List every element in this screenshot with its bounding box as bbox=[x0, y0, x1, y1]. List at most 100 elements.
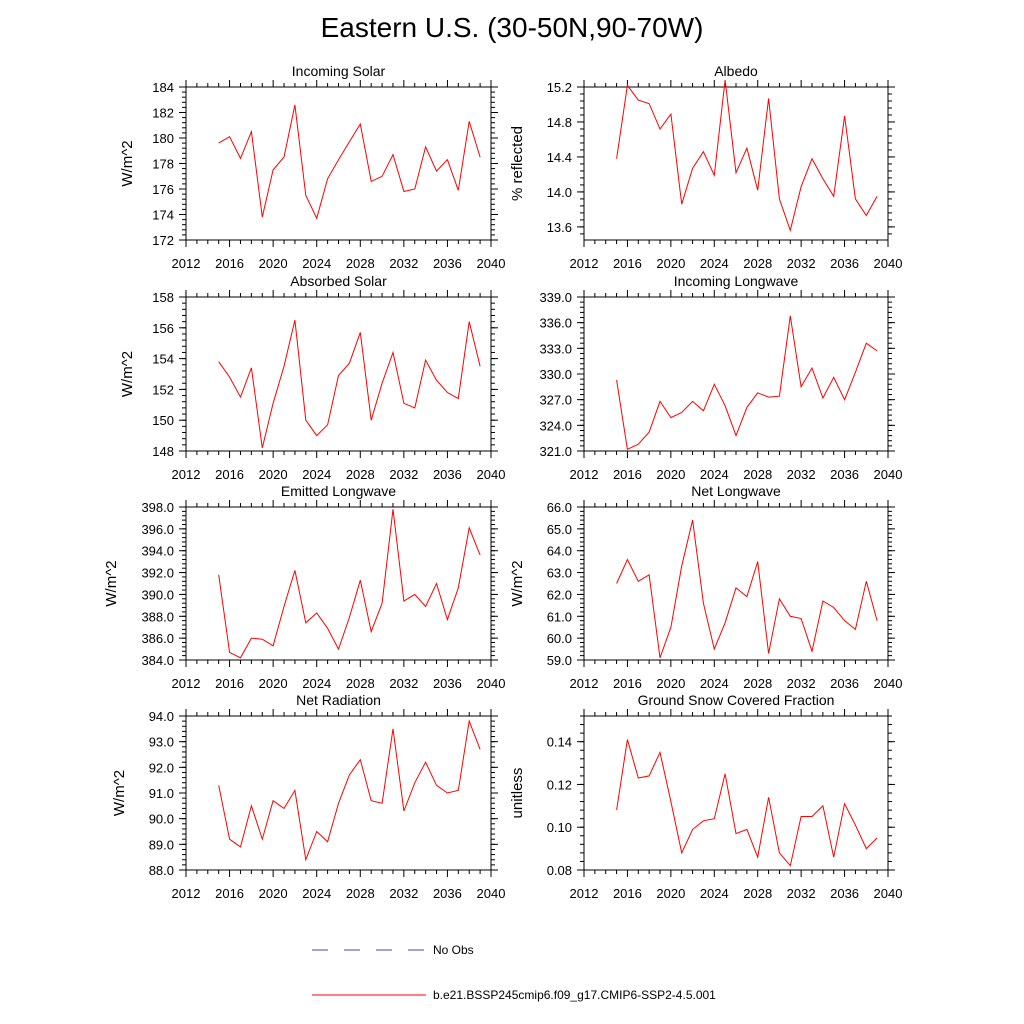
y-tick-label: 61.0 bbox=[547, 609, 572, 624]
y-tick-label: 65.0 bbox=[547, 522, 572, 537]
y-tick-label: 324.0 bbox=[539, 418, 572, 433]
panel-title: Ground Snow Covered Fraction bbox=[638, 692, 835, 708]
y-tick-label: 388.0 bbox=[141, 609, 174, 624]
y-tick-label: 152 bbox=[152, 382, 174, 397]
y-tick-label: 0.12 bbox=[547, 777, 572, 792]
x-tick-label: 2032 bbox=[787, 676, 816, 691]
y-tick-label: 14.0 bbox=[547, 185, 572, 200]
y-tick-label: 386.0 bbox=[141, 631, 174, 646]
x-tick-label: 2012 bbox=[172, 256, 201, 271]
y-axis-label: W/m^2 bbox=[103, 560, 120, 606]
x-tick-label: 2016 bbox=[215, 256, 244, 271]
y-tick-label: 90.0 bbox=[149, 812, 174, 827]
x-tick-label: 2028 bbox=[743, 467, 772, 482]
y-tick-label: 62.0 bbox=[547, 587, 572, 602]
main-title: Eastern U.S. (30-50N,90-70W) bbox=[320, 12, 704, 43]
x-tick-label: 2032 bbox=[389, 676, 418, 691]
series-line-1 bbox=[218, 104, 481, 220]
series-line-1 bbox=[616, 739, 878, 867]
x-tick-label: 2032 bbox=[389, 467, 418, 482]
x-tick-label: 2040 bbox=[874, 886, 903, 901]
x-tick-label: 2028 bbox=[743, 886, 772, 901]
y-tick-label: 60.0 bbox=[547, 631, 572, 646]
x-tick-label: 2020 bbox=[259, 467, 288, 482]
y-tick-label: 178 bbox=[152, 157, 174, 172]
x-tick-label: 2036 bbox=[433, 676, 462, 691]
x-tick-label: 2040 bbox=[477, 256, 506, 271]
x-tick-label: 2036 bbox=[830, 256, 859, 271]
chart-panel-2: Albedo 2012 2016 2020 2024 2028 2032 2036 2040 13… bbox=[509, 63, 902, 271]
series-line-1 bbox=[616, 519, 878, 658]
y-tick-label: 396.0 bbox=[141, 522, 174, 537]
y-tick-label: 184 bbox=[152, 80, 174, 95]
x-tick-label: 2012 bbox=[570, 886, 599, 901]
legend: No Obs b.e21.BSSP245cmip6.f09_g17.CMIP6-S… bbox=[312, 943, 716, 1002]
x-tick-label: 2024 bbox=[302, 467, 331, 482]
x-tick-label: 2040 bbox=[477, 886, 506, 901]
x-tick-label: 2028 bbox=[743, 256, 772, 271]
panel-title: Albedo bbox=[714, 63, 758, 79]
x-tick-label: 2016 bbox=[613, 467, 642, 482]
y-axis-label: W/m^2 bbox=[111, 770, 128, 816]
x-tick-label: 2036 bbox=[830, 676, 859, 691]
y-tick-label: 64.0 bbox=[547, 544, 572, 559]
y-tick-label: 158 bbox=[152, 290, 174, 305]
chart-panel-7: Net Radiation 2012 2016 2020 2024 2028 2032 203… bbox=[111, 692, 505, 901]
y-tick-label: 182 bbox=[152, 106, 174, 121]
y-tick-label: 333.0 bbox=[539, 341, 572, 356]
x-tick-label: 2024 bbox=[700, 676, 729, 691]
y-tick-label: 66.0 bbox=[547, 500, 572, 515]
x-tick-label: 2036 bbox=[433, 256, 462, 271]
y-axis-label: W/m^2 bbox=[119, 351, 136, 397]
y-tick-label: 0.08 bbox=[547, 863, 572, 878]
panel-title: Net Radiation bbox=[296, 692, 381, 708]
chart-panel-6: Net Longwave 2012 2016 2020 2024 2028 2032 2036… bbox=[509, 483, 902, 691]
plot-frame bbox=[583, 506, 889, 661]
y-tick-label: 330.0 bbox=[539, 367, 572, 382]
series-line-1 bbox=[616, 79, 878, 233]
x-tick-label: 2020 bbox=[259, 256, 288, 271]
x-tick-label: 2036 bbox=[830, 886, 859, 901]
series-line-1 bbox=[218, 319, 481, 449]
x-tick-label: 2016 bbox=[215, 467, 244, 482]
x-tick-label: 2028 bbox=[743, 676, 772, 691]
x-tick-label: 2024 bbox=[700, 886, 729, 901]
y-tick-label: 14.4 bbox=[547, 150, 572, 165]
x-tick-label: 2016 bbox=[613, 256, 642, 271]
x-tick-label: 2012 bbox=[570, 467, 599, 482]
x-tick-label: 2020 bbox=[656, 467, 685, 482]
x-tick-label: 2040 bbox=[477, 467, 506, 482]
x-tick-label: 2032 bbox=[787, 467, 816, 482]
x-tick-label: 2024 bbox=[700, 467, 729, 482]
panel-title: Absorbed Solar bbox=[290, 273, 387, 289]
y-tick-label: 394.0 bbox=[141, 544, 174, 559]
y-tick-label: 63.0 bbox=[547, 566, 572, 581]
series-line-1 bbox=[218, 509, 481, 659]
x-tick-label: 2032 bbox=[389, 886, 418, 901]
y-tick-label: 336.0 bbox=[539, 316, 572, 331]
y-tick-label: 398.0 bbox=[141, 500, 174, 515]
x-tick-label: 2012 bbox=[570, 676, 599, 691]
panel-title: Incoming Longwave bbox=[674, 273, 799, 289]
y-axis-label: unitless bbox=[509, 768, 526, 819]
chart-panel-5: Emitted Longwave 2012 2016 2020 2024 2028 2032… bbox=[103, 483, 505, 691]
legend-label-2: b.e21.BSSP245cmip6.f09_g17.CMIP6-SSP2-4.… bbox=[433, 988, 716, 1002]
y-tick-label: 14.8 bbox=[547, 115, 572, 130]
legend-label-1: No Obs bbox=[433, 943, 474, 957]
x-tick-label: 2028 bbox=[346, 467, 375, 482]
x-tick-label: 2040 bbox=[874, 676, 903, 691]
y-tick-label: 13.6 bbox=[547, 220, 572, 235]
y-tick-label: 15.2 bbox=[547, 80, 572, 95]
x-tick-label: 2024 bbox=[302, 676, 331, 691]
plot-frame bbox=[185, 506, 492, 661]
x-tick-label: 2020 bbox=[656, 676, 685, 691]
x-tick-label: 2024 bbox=[700, 256, 729, 271]
x-tick-label: 2012 bbox=[172, 886, 201, 901]
y-tick-label: 392.0 bbox=[141, 566, 174, 581]
x-tick-label: 2040 bbox=[874, 467, 903, 482]
plot-frame bbox=[185, 715, 492, 871]
x-tick-label: 2020 bbox=[259, 886, 288, 901]
plot-frame bbox=[583, 715, 889, 871]
y-tick-label: 0.10 bbox=[547, 820, 572, 835]
